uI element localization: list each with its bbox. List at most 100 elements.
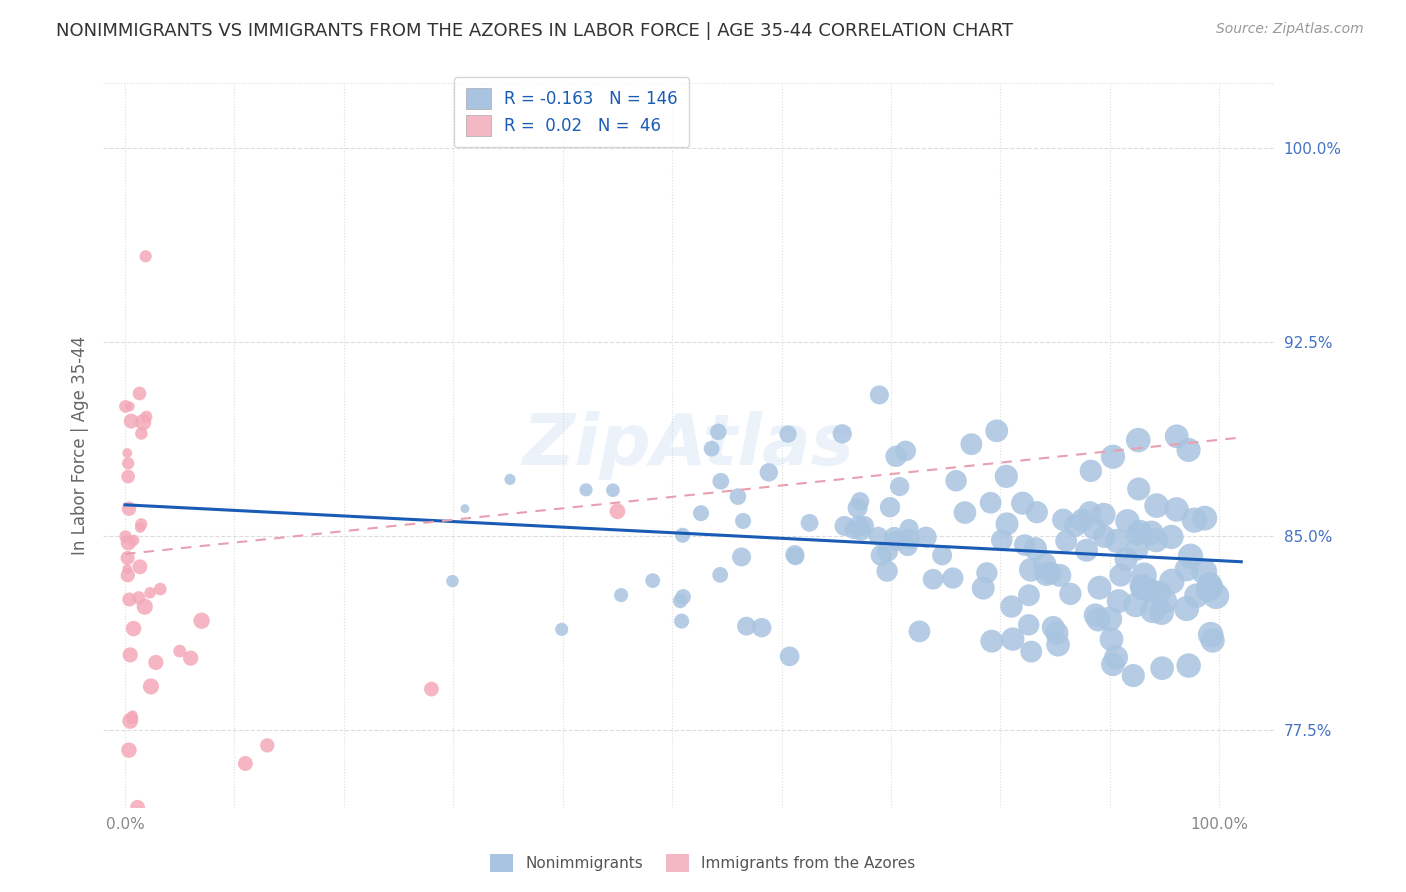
Point [735, 619, 758, 633]
Point [894, 444, 917, 458]
Point [976, 566, 998, 580]
Point [1092, 508, 1115, 522]
Point [135, 409, 157, 424]
Point [1064, 518, 1087, 533]
Point [117, 568, 139, 582]
Point [846, 500, 869, 515]
Point [1102, 450, 1125, 464]
Point [783, 548, 806, 562]
Point [118, 501, 141, 516]
Point [709, 567, 731, 582]
Point [898, 522, 921, 536]
Point [690, 506, 713, 520]
Point [700, 442, 723, 456]
Point [1201, 581, 1223, 595]
Point [117, 551, 139, 566]
Point [121, 708, 143, 723]
Point [1160, 574, 1182, 589]
Point [1175, 562, 1198, 576]
Point [1042, 620, 1064, 634]
Point [1177, 442, 1199, 457]
Point [1142, 603, 1164, 617]
Point [122, 622, 145, 636]
Point [1059, 587, 1081, 601]
Point [886, 533, 908, 548]
Point [1175, 601, 1198, 615]
Point [122, 533, 145, 548]
Point [454, 501, 477, 516]
Point [831, 426, 853, 441]
Point [876, 544, 898, 558]
Point [776, 427, 799, 442]
Point [710, 475, 733, 489]
Point [672, 590, 695, 604]
Point [1046, 626, 1069, 640]
Point [127, 800, 149, 814]
Point [897, 539, 920, 553]
Point [1035, 567, 1057, 582]
Point [1125, 598, 1147, 612]
Point [575, 483, 598, 497]
Point [1102, 657, 1125, 672]
Point [180, 651, 202, 665]
Point [1078, 506, 1101, 520]
Point [1105, 533, 1128, 548]
Point [922, 572, 945, 586]
Point [117, 446, 139, 460]
Point [853, 518, 876, 533]
Point [889, 479, 911, 493]
Point [1018, 617, 1040, 632]
Point [1033, 558, 1056, 572]
Point [1076, 543, 1098, 558]
Point [606, 504, 628, 518]
Point [842, 523, 865, 537]
Point [669, 594, 692, 608]
Point [908, 624, 931, 639]
Point [1199, 627, 1222, 641]
Point [1144, 533, 1167, 548]
Point [610, 588, 633, 602]
Point [1108, 594, 1130, 608]
Point [212, 855, 235, 869]
Point [868, 529, 890, 543]
Point [991, 533, 1014, 548]
Legend: Nonimmigrants, Immigrants from the Azores: Nonimmigrants, Immigrants from the Azore… [482, 846, 924, 880]
Point [129, 520, 152, 534]
Point [1150, 606, 1173, 620]
Point [1052, 513, 1074, 527]
Point [960, 437, 983, 451]
Point [1130, 579, 1153, 593]
Point [733, 514, 755, 528]
Point [128, 386, 150, 401]
Point [131, 426, 153, 441]
Point [1116, 514, 1139, 528]
Point [602, 483, 624, 498]
Point [1011, 496, 1033, 510]
Point [1018, 588, 1040, 602]
Point [1160, 530, 1182, 544]
Point [122, 837, 145, 851]
Point [1088, 581, 1111, 595]
Point [1087, 612, 1109, 626]
Point [898, 532, 921, 546]
Point [1180, 549, 1202, 564]
Point [134, 599, 156, 614]
Point [1049, 568, 1071, 582]
Point [1177, 658, 1199, 673]
Point [876, 564, 898, 578]
Point [1166, 502, 1188, 516]
Point [915, 530, 938, 544]
Point [1194, 511, 1216, 525]
Point [751, 621, 773, 635]
Point [972, 581, 994, 595]
Point [799, 516, 821, 530]
Point [169, 644, 191, 658]
Point [132, 415, 155, 429]
Point [1047, 638, 1070, 652]
Point [1092, 530, 1115, 544]
Point [1098, 612, 1121, 626]
Point [945, 474, 967, 488]
Point [870, 549, 893, 563]
Point [834, 519, 856, 533]
Point [118, 400, 141, 414]
